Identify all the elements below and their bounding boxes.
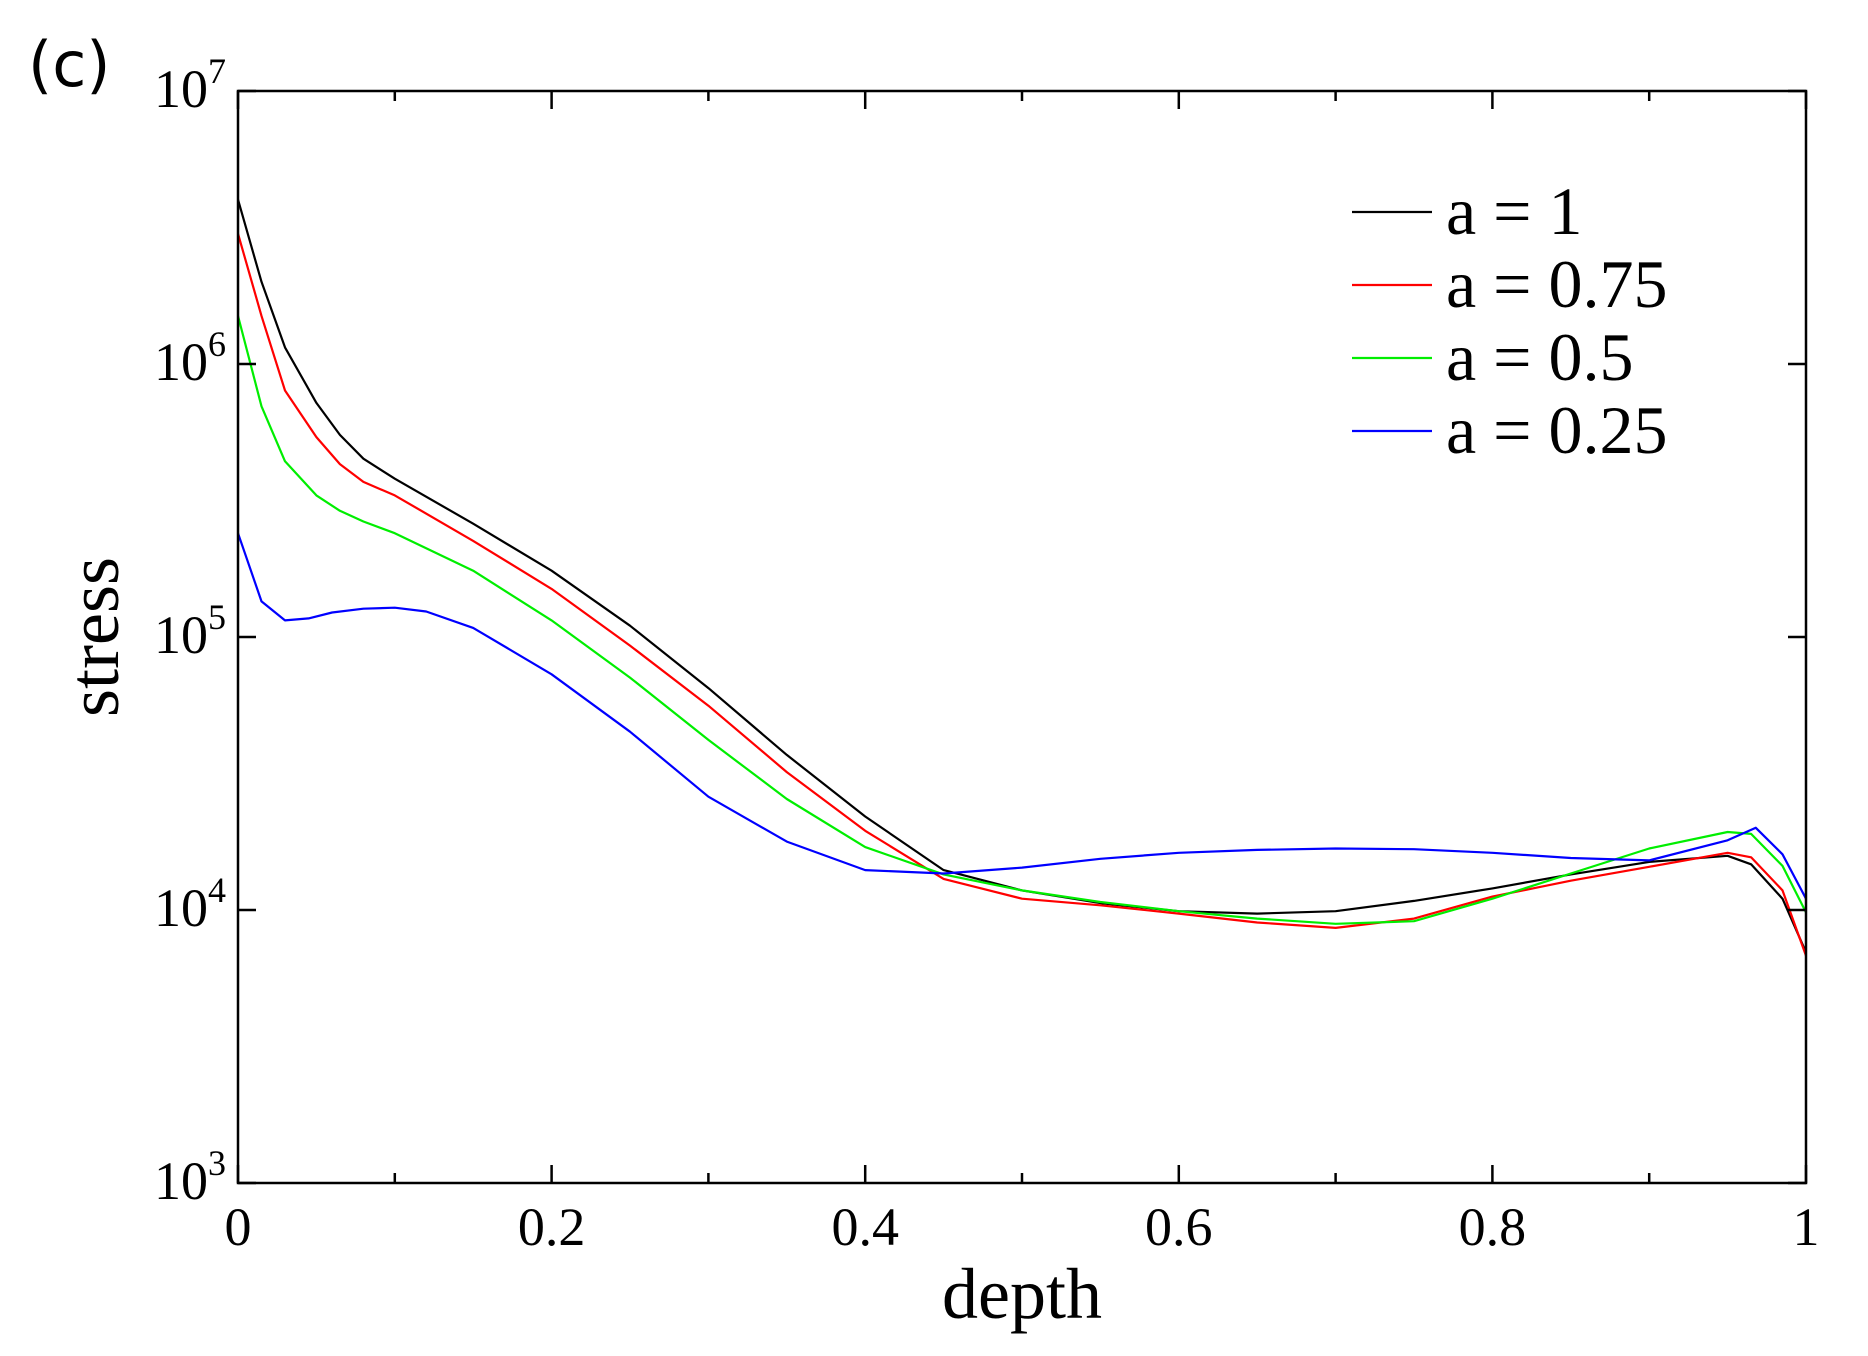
x-tick-label: 0 <box>225 1197 252 1257</box>
legend-label: a = 1 <box>1446 173 1583 249</box>
series-line-a0-25 <box>236 532 1807 900</box>
legend-label: a = 0.25 <box>1446 392 1668 468</box>
panel-label: (c) <box>28 28 111 101</box>
x-tick-label: 0.4 <box>831 1197 899 1257</box>
legend-label: a = 0.75 <box>1446 246 1668 322</box>
series-line-a0-75 <box>236 233 1808 957</box>
x-tick-label: 1 <box>1793 1197 1820 1257</box>
y-tick-exponent: 4 <box>208 870 226 910</box>
y-axis-title: stress <box>54 557 134 717</box>
y-tick-label: 103 <box>154 1143 226 1211</box>
y-tick-base: 10 <box>154 1151 208 1211</box>
y-tick-label: 105 <box>154 597 226 665</box>
series-lines <box>236 199 1808 957</box>
axis-ticks <box>236 89 1808 1185</box>
legend: a = 1a = 0.75a = 0.5a = 0.25 <box>1352 173 1668 468</box>
y-tick-base: 10 <box>154 59 208 119</box>
y-tick-label: 104 <box>154 870 226 938</box>
x-axis-title: depth <box>942 1254 1102 1334</box>
y-tick-exponent: 6 <box>208 324 226 364</box>
x-tick-label: 0.8 <box>1459 1197 1527 1257</box>
y-tick-exponent: 7 <box>208 51 226 91</box>
x-tick-label: 0.6 <box>1145 1197 1213 1257</box>
y-tick-exponent: 3 <box>208 1143 226 1183</box>
y-tick-label: 106 <box>154 324 226 392</box>
x-tick-label: 0.2 <box>518 1197 586 1257</box>
series-line-a1 <box>236 199 1808 953</box>
legend-label: a = 0.5 <box>1446 319 1634 395</box>
y-tick-base: 10 <box>154 878 208 938</box>
y-tick-base: 10 <box>154 332 208 392</box>
y-tick-label: 107 <box>154 51 226 119</box>
y-tick-exponent: 5 <box>208 597 226 637</box>
y-tick-base: 10 <box>154 605 208 665</box>
